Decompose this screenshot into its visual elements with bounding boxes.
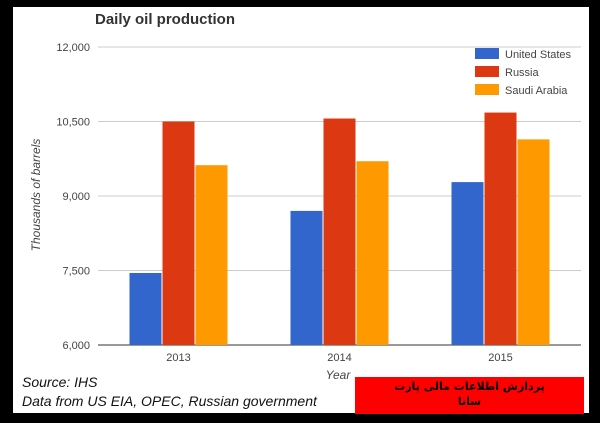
chart-title: Daily oil production — [95, 11, 235, 28]
bar-saudi-arabia-2015 — [517, 139, 550, 345]
x-axis-label: Year — [326, 368, 352, 382]
x-tick-label: 2013 — [166, 352, 190, 364]
legend-label: Russia — [505, 67, 540, 79]
source-note: Source: IHS Data from US EIA, OPEC, Russ… — [22, 373, 317, 411]
legend-label: Saudi Arabia — [505, 85, 568, 97]
bar-united-states-2014 — [290, 210, 323, 345]
y-tick-label: 9,000 — [62, 191, 90, 203]
data-credit-line: Data from US EIA, OPEC, Russian governme… — [22, 393, 317, 409]
x-tick-label: 2015 — [488, 352, 512, 364]
y-axis-label: Thousands of barrels — [29, 139, 43, 252]
bar-saudi-arabia-2014 — [356, 161, 389, 345]
bar-saudi-arabia-2013 — [195, 165, 228, 345]
bar-russia-2014 — [323, 118, 356, 346]
source-line: Source: IHS — [22, 374, 98, 390]
legend-swatch — [475, 48, 499, 59]
legend-swatch — [475, 66, 499, 77]
bar-united-states-2013 — [129, 272, 162, 345]
x-tick-label: 2014 — [327, 352, 351, 364]
chart-frame: 6,000 7,500 9,000 10,500 12,000 2013 2014 2015 … — [13, 7, 589, 413]
y-tick-label: 7,500 — [62, 266, 90, 278]
bar-united-states-2015 — [451, 182, 484, 345]
watermark-logo: پردازش اطلاعات مالی پارت سانا — [355, 377, 584, 414]
logo-line-1: پردازش اطلاعات مالی پارت — [394, 380, 545, 393]
legend-swatch — [475, 84, 499, 95]
bar-russia-2015 — [484, 112, 517, 345]
bar-russia-2013 — [162, 121, 195, 345]
y-tick-label: 10,500 — [56, 117, 90, 129]
logo-line-2: سانا — [457, 395, 482, 408]
y-tick-label: 12,000 — [56, 42, 90, 54]
legend-label: United States — [505, 49, 572, 61]
y-tick-label: 6,000 — [62, 340, 90, 352]
